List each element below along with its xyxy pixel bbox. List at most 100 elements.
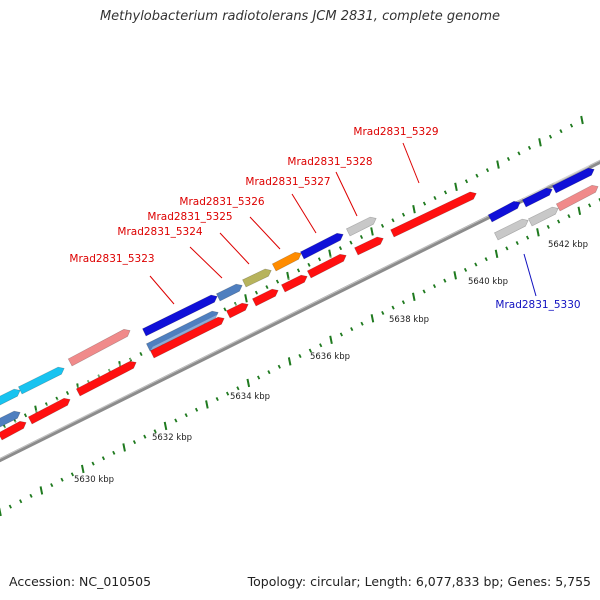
feature-arrow <box>0 385 21 406</box>
feature-arrow <box>527 203 559 227</box>
gene-label: Mrad2831_5325 <box>147 211 232 223</box>
feature-top <box>307 250 343 271</box>
feature-body <box>487 200 521 223</box>
tick-mark <box>370 227 374 236</box>
label-leader-line <box>291 193 317 234</box>
tick-mark <box>233 301 238 306</box>
tick-mark <box>580 115 584 125</box>
feature-top <box>68 325 127 359</box>
tick-mark <box>494 249 499 258</box>
label-leader-line <box>219 232 250 265</box>
tick-mark <box>0 507 2 517</box>
feature-top <box>354 233 380 248</box>
tick-mark <box>80 464 85 474</box>
tick-mark <box>101 456 106 461</box>
gene-labels: Mrad2831_5323 Mrad2831_5324 Mrad2831_5325 M… <box>69 126 580 311</box>
tick-mark <box>569 123 574 128</box>
tick-mark <box>370 314 375 323</box>
feature-top <box>146 307 215 344</box>
tick-mark <box>19 499 23 504</box>
label-leader-line <box>149 275 175 305</box>
tick-mark <box>412 292 416 302</box>
feature-body <box>17 366 65 395</box>
feature-arrow <box>487 197 521 223</box>
tick-mark <box>525 235 530 240</box>
feature-body <box>0 420 27 441</box>
feature-top <box>346 213 373 229</box>
feature-body <box>215 283 243 302</box>
tick-mark <box>380 223 385 228</box>
tick-mark <box>328 249 332 258</box>
tick-mark <box>184 413 188 418</box>
inner-tick-track <box>0 198 600 517</box>
feature-arrow <box>345 213 377 237</box>
gene-label: Mrad2831_5326 <box>179 196 264 208</box>
tick-mark <box>50 483 54 488</box>
feature-arrow <box>17 363 65 395</box>
feature-arrow <box>280 271 308 293</box>
gene-label: Mrad2831_5329 <box>353 126 438 138</box>
tick-mark <box>257 375 261 380</box>
feature-body <box>0 410 21 428</box>
tick-mark <box>338 246 343 251</box>
tick-mark <box>339 332 343 337</box>
gene-label: Mrad2831_5327 <box>245 176 330 188</box>
tick-mark <box>13 418 17 423</box>
feature-arrow <box>27 394 71 425</box>
feature-body <box>527 206 559 227</box>
scale-label: 5630 kbp <box>74 475 114 485</box>
tick-mark <box>474 262 478 267</box>
tick-mark <box>2 424 7 429</box>
tick-mark <box>215 397 219 402</box>
tick-mark <box>432 284 437 289</box>
feature-track <box>0 164 599 441</box>
feature-body <box>521 187 553 208</box>
feature-arrow <box>67 325 131 367</box>
tick-mark <box>401 300 406 305</box>
feature-top <box>0 385 17 397</box>
tick-mark <box>381 310 385 315</box>
feature-top <box>552 164 591 186</box>
feature-body <box>75 360 137 397</box>
tick-mark <box>329 335 333 345</box>
tick-mark <box>546 224 550 229</box>
feature-body <box>142 294 218 337</box>
feature-body <box>251 288 279 307</box>
tick-mark <box>557 219 561 224</box>
gene-label: Mrad2831_5328 <box>287 156 372 168</box>
tick-mark <box>174 418 178 423</box>
feature-arrow <box>306 250 347 279</box>
label-leader-line <box>189 246 223 279</box>
feature-body <box>0 388 21 406</box>
feature-arrow <box>555 181 599 212</box>
tick-mark <box>567 214 571 219</box>
feature-arrow <box>521 184 553 208</box>
scale-label: 5636 kbp <box>310 352 350 362</box>
tick-mark <box>194 407 199 412</box>
feature-top <box>281 271 304 285</box>
feature-top <box>242 265 268 280</box>
feature-arrow <box>354 233 384 256</box>
map-title: Methylobacterium radiotolerans JCM 2831,… <box>99 9 501 24</box>
feature-body <box>299 232 344 260</box>
gene-label: Mrad2831_5330 <box>495 299 580 311</box>
scale-labels: 5630 kbp 5632 kbp 5634 kbp 5636 kbp 5638 kbp… <box>74 240 588 485</box>
tick-mark <box>29 493 33 498</box>
tick-mark <box>244 294 248 303</box>
tick-mark <box>505 246 509 251</box>
feature-top <box>0 407 17 419</box>
scale-label: 5640 kbp <box>468 277 508 287</box>
tick-mark <box>223 307 227 312</box>
tick-mark <box>463 267 468 272</box>
tick-mark <box>34 405 38 414</box>
feature-top <box>216 280 239 294</box>
feature-arrow <box>215 280 243 302</box>
feature-body <box>493 218 529 241</box>
tick-mark <box>454 182 458 192</box>
feature-top <box>494 215 525 233</box>
tick-mark <box>422 201 427 206</box>
tick-mark <box>275 279 280 284</box>
backbone-line <box>0 159 600 463</box>
tick-mark <box>139 351 143 357</box>
